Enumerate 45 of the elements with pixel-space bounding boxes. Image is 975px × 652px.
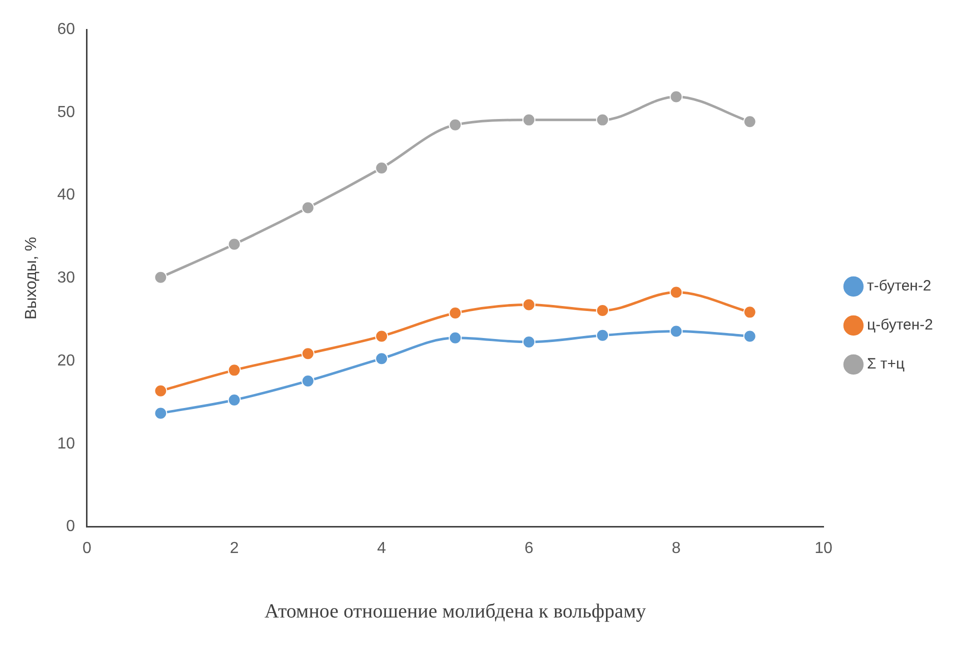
point bbox=[301, 374, 314, 388]
point bbox=[670, 324, 683, 338]
legend-label: т-бутен-2 bbox=[866, 278, 932, 295]
point bbox=[375, 330, 388, 343]
point bbox=[228, 364, 241, 377]
point bbox=[301, 201, 314, 214]
point bbox=[301, 347, 314, 360]
x-axis-title: Атомное отношение молибдена к вольфраму bbox=[264, 600, 646, 622]
point bbox=[522, 336, 536, 349]
y-tick-label: 30 bbox=[57, 270, 76, 287]
point bbox=[670, 286, 683, 299]
legend-label: ц-бутен-2 bbox=[866, 316, 933, 334]
point bbox=[375, 352, 388, 366]
x-tick-label: 4 bbox=[377, 540, 386, 557]
legend-label: Σ т+ц bbox=[866, 356, 906, 373]
point bbox=[670, 90, 683, 104]
point bbox=[522, 113, 536, 126]
point bbox=[154, 270, 168, 284]
point bbox=[375, 161, 388, 174]
x-tick-label: 8 bbox=[672, 540, 681, 557]
point bbox=[596, 304, 610, 318]
point bbox=[448, 118, 462, 132]
point bbox=[596, 113, 610, 126]
point bbox=[228, 394, 241, 407]
point bbox=[448, 306, 462, 320]
y-tick-label: 20 bbox=[57, 352, 76, 370]
x-tick-label: 0 bbox=[82, 540, 92, 557]
point bbox=[228, 238, 241, 251]
y-tick-label: 0 bbox=[66, 518, 76, 536]
point bbox=[743, 306, 756, 319]
point bbox=[596, 328, 610, 342]
y-tick-label: 10 bbox=[57, 435, 76, 452]
y-tick-label: 50 bbox=[57, 104, 76, 121]
y-axis-title: Выходы, % bbox=[23, 236, 40, 320]
x-tick-label: 6 bbox=[524, 540, 534, 557]
point bbox=[448, 331, 462, 344]
point bbox=[154, 384, 168, 398]
point bbox=[154, 406, 168, 420]
point bbox=[743, 330, 756, 343]
y-tick-label: 60 bbox=[57, 21, 76, 38]
x-tick-label: 2 bbox=[230, 540, 239, 557]
x-tick-label: 10 bbox=[814, 540, 832, 557]
point bbox=[743, 115, 756, 128]
point bbox=[522, 298, 536, 312]
y-tick-label: 40 bbox=[57, 186, 76, 204]
